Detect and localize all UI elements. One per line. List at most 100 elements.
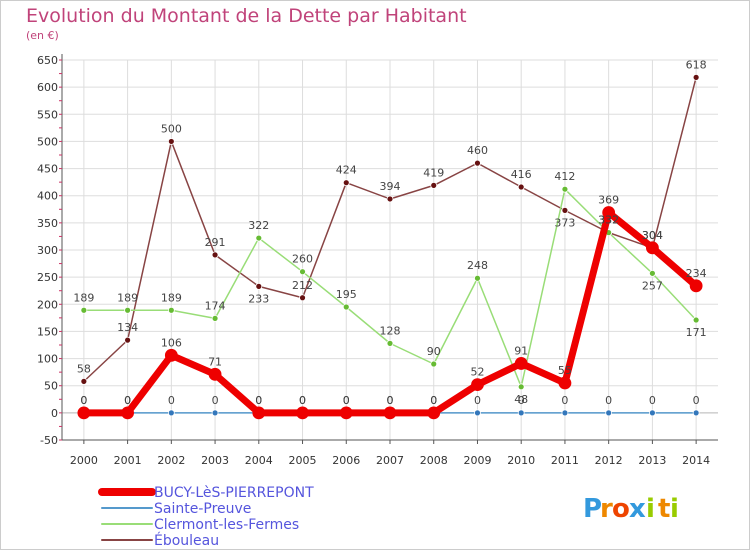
data-point (167, 306, 175, 314)
data-point (430, 360, 438, 368)
data-label: 618 (686, 58, 707, 71)
data-point (339, 406, 353, 420)
y-tick-label: -50 (40, 434, 58, 447)
data-label: 0 (124, 394, 131, 407)
y-tick-label: 150 (37, 325, 58, 338)
data-label: 0 (124, 394, 131, 407)
data-point (646, 241, 659, 255)
data-point (692, 316, 700, 324)
data-label: 171 (686, 326, 707, 339)
data-label: 412 (554, 170, 575, 183)
data-point (167, 409, 175, 417)
data-label: 460 (467, 144, 488, 157)
x-tick-label: 2002 (157, 454, 185, 467)
x-tick-label: 2004 (245, 454, 273, 467)
x-tick-label: 2012 (595, 454, 623, 467)
data-point (386, 339, 394, 347)
data-label: 0 (430, 394, 437, 407)
data-label: 71 (208, 355, 222, 368)
data-label: 424 (336, 164, 357, 177)
data-label: 58 (77, 362, 91, 375)
data-label: 0 (387, 394, 394, 407)
x-tick-label: 2014 (682, 454, 710, 467)
data-label: 195 (336, 288, 357, 301)
data-label: 0 (430, 394, 437, 407)
y-tick-label: 50 (44, 380, 58, 393)
data-label: 0 (255, 394, 262, 407)
data-label: 394 (380, 180, 401, 193)
data-point (474, 409, 481, 417)
data-label: 0 (80, 394, 87, 407)
logo-letter: o (612, 494, 630, 524)
data-label: 48 (514, 393, 528, 406)
data-point (255, 282, 263, 290)
data-label: 0 (693, 394, 700, 407)
data-label: 0 (212, 394, 219, 407)
data-label: 0 (561, 394, 568, 407)
data-label: 212 (292, 279, 313, 292)
y-tick-label: 500 (37, 135, 58, 148)
data-label: 332 (598, 214, 619, 227)
y-tick-label: 650 (37, 54, 58, 67)
data-point (211, 314, 219, 322)
y-tick-label: 450 (37, 163, 58, 176)
data-label: 419 (423, 166, 444, 179)
logo-letter: r (600, 494, 613, 524)
data-label: 0 (605, 394, 612, 407)
data-label: 500 (161, 122, 182, 135)
data-point (692, 409, 700, 417)
data-point (602, 206, 616, 219)
data-point (430, 181, 438, 189)
data-point (561, 206, 569, 214)
y-tick-label: 100 (37, 353, 58, 366)
data-point (299, 294, 306, 302)
x-tick-label: 2003 (201, 454, 229, 467)
axes: -500501001502002503003504004505005506006… (37, 54, 718, 467)
data-label: 257 (642, 279, 663, 292)
data-label: 416 (511, 168, 532, 181)
data-point (605, 409, 613, 417)
data-point (208, 367, 222, 381)
data-label: 0 (299, 394, 306, 407)
x-tick-label: 2013 (638, 454, 666, 467)
data-point (517, 409, 525, 417)
data-point (252, 406, 266, 420)
legend-entry: Clermont-les-Fermes (154, 517, 299, 533)
series-lines (77, 73, 703, 420)
data-point (689, 279, 703, 293)
legend: BUCY-LèS-PIERREPONTSainte-PreuveClermont… (98, 485, 314, 549)
legend-entry: Sainte-Preuve (154, 501, 251, 517)
data-point (649, 409, 656, 417)
data-label: 0 (343, 394, 350, 407)
data-label: 55 (558, 364, 572, 377)
data-point (386, 195, 394, 203)
data-point (167, 138, 175, 145)
data-point (471, 378, 484, 392)
data-label: 128 (380, 324, 401, 337)
proxiti-logo: Pr o x i t i (583, 494, 679, 524)
x-tick-label: 2007 (376, 454, 404, 467)
data-label: 234 (686, 267, 707, 280)
data-label: 189 (117, 291, 138, 304)
data-point (427, 406, 441, 420)
data-point (561, 409, 569, 417)
data-label: 0 (80, 394, 87, 407)
data-point (80, 306, 88, 314)
data-point (561, 185, 569, 193)
data-point (649, 269, 656, 277)
data-point (474, 274, 481, 282)
x-tick-label: 2000 (70, 454, 98, 467)
data-point (77, 406, 91, 420)
data-point (383, 406, 397, 420)
x-tick-label: 2010 (507, 454, 535, 467)
logo-letter: i (670, 494, 679, 524)
data-label: 0 (518, 394, 525, 407)
data-point (121, 406, 134, 420)
unit-label: (en €) (26, 29, 59, 42)
logo-letter: t (658, 494, 670, 524)
y-tick-label: 550 (37, 108, 58, 121)
data-label: 0 (387, 394, 394, 407)
data-label: 332 (598, 214, 619, 227)
data-point (211, 251, 219, 259)
